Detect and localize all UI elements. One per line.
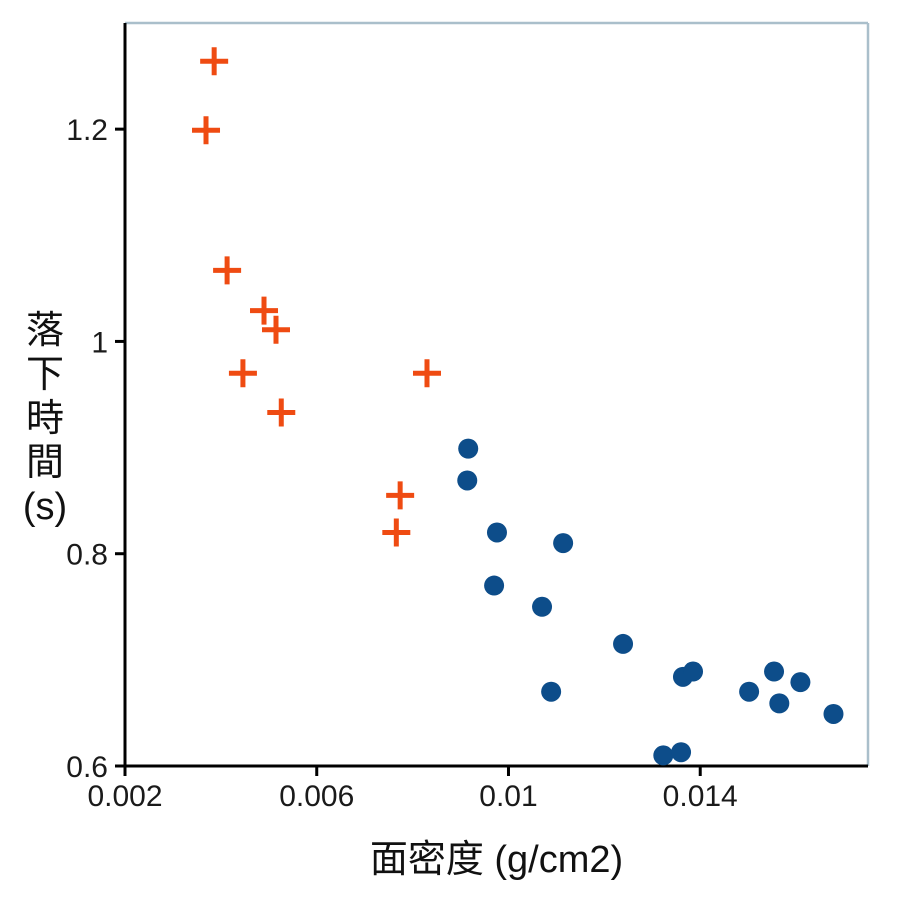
data-point-circle [484,575,505,596]
data-point-circle [486,522,507,543]
y-axis-title-char: 間 [26,442,64,484]
data-point-plus [192,116,221,145]
data-point-plus [228,359,257,388]
y-tick-label: 1 [91,326,108,359]
data-point-circle [764,661,785,682]
data-point-plus [261,315,290,344]
data-point-circle [457,470,478,491]
data-point-plus [213,256,242,285]
y-axis-title-char: (s) [23,486,67,528]
x-tick-label: 0.014 [663,780,738,813]
data-point-circle [553,533,574,554]
data-point-circle [769,693,790,714]
y-tick-label: 1.2 [66,114,108,147]
data-point-plus [200,47,229,76]
y-tick-label: 0.6 [66,751,108,784]
y-axis-title-char: 下 [26,354,64,396]
y-axis-title-char: 落 [26,310,64,352]
x-tick-label: 0.01 [479,780,537,813]
data-point-plus [267,398,296,427]
data-point-circle [458,438,479,459]
data-point-plus [382,518,411,547]
data-point-circle [653,745,674,766]
data-point-plus [412,359,441,388]
y-tick-label: 0.8 [66,539,108,572]
x-tick-label: 0.002 [87,780,162,813]
x-tick-label: 0.006 [279,780,354,813]
data-point-circle [683,661,704,682]
data-point-plus [250,296,279,325]
y-axis-title-char: 時 [26,398,64,440]
data-point-circle [823,703,844,724]
data-point-circle [541,681,562,702]
data-point-plus [386,481,415,510]
data-point-circle [613,633,634,654]
x-axis-title: 面密度 (g/cm2) [370,839,623,881]
data-point-circle [671,742,692,763]
data-point-circle [532,596,553,617]
data-point-circle [739,681,760,702]
data-point-circle [790,672,811,693]
